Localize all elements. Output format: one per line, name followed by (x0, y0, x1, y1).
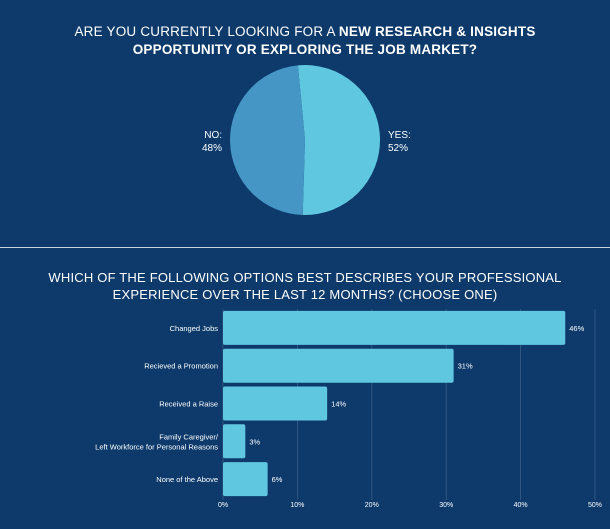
x-tick-label: 50% (588, 502, 602, 509)
x-tick-label: 20% (365, 502, 379, 509)
bar (223, 348, 454, 383)
bar (223, 310, 566, 345)
bar (223, 424, 246, 459)
pie-title-bold: NEW RESEARCH & INSIGHTS (338, 24, 536, 39)
bar (223, 462, 268, 497)
pie-slice (297, 65, 380, 215)
category-label: None of the Above (156, 475, 218, 484)
x-tick-label: 10% (290, 502, 304, 509)
category-label: Left Workforce for Personal Reasons (95, 442, 218, 451)
bar-value-label: 3% (249, 437, 260, 446)
bar-chart: 0% 10% 20% 30% 40% 50% 46% Changed Jobs 31% Recie… (95, 309, 602, 509)
pie-slice (230, 65, 305, 215)
pie-title-line2: OPPORTUNITY OR EXPLORING THE JOB MARKET? (132, 42, 478, 57)
x-tick-label: 30% (439, 502, 453, 509)
x-tick-label: 40% (514, 502, 528, 509)
bar-title-line1: WHICH OF THE FOLLOWING OPTIONS BEST DESC… (48, 270, 562, 285)
bar-value-label: 31% (458, 362, 473, 371)
category-label: Received a Raise (159, 400, 218, 409)
category-label: Recieved a Promotion (144, 362, 218, 371)
bar-value-label: 6% (272, 475, 283, 484)
section-divider (0, 247, 610, 248)
bar-value-label: 14% (331, 400, 346, 409)
bar-value-label: 46% (569, 324, 584, 333)
bar-title-line2: EXPERIENCE OVER THE LAST 12 MONTHS? (CHO… (112, 287, 498, 302)
x-tick-label: 0% (218, 502, 228, 509)
category-label: Family Caregiver/ (159, 432, 219, 441)
pie-slice-label: NO: (204, 130, 222, 141)
pie-slice-value: 48% (202, 143, 222, 154)
category-label: Changed Jobs (170, 324, 219, 333)
pie-slice-value: 52% (388, 143, 408, 154)
pie-title-prefix: ARE YOU CURRENTLY LOOKING FOR A (74, 24, 339, 39)
pie-chart: YES: 52% NO: 48% (202, 65, 411, 215)
pie-slice-label: YES: (388, 130, 411, 141)
pie-chart-title: ARE YOU CURRENTLY LOOKING FOR A NEW RESE… (0, 23, 610, 59)
bar-chart-title: WHICH OF THE FOLLOWING OPTIONS BEST DESC… (0, 269, 610, 303)
bar (223, 386, 328, 421)
